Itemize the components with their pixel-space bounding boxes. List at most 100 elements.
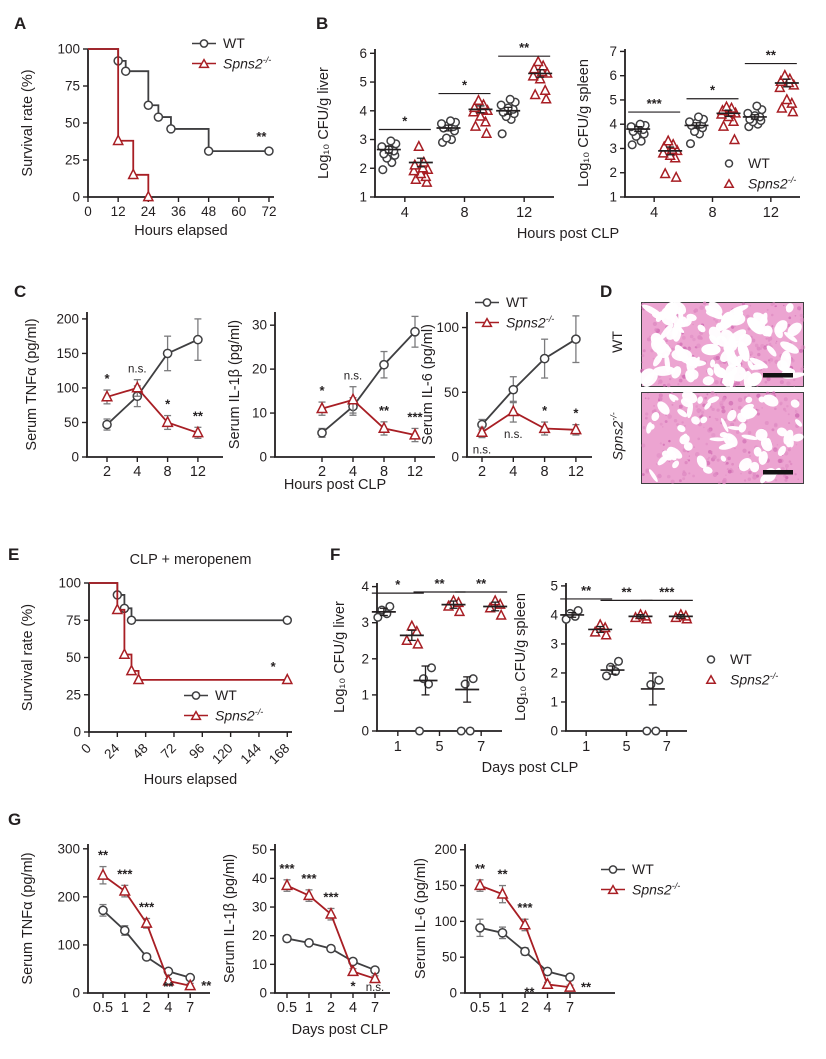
svg-text:*: * (462, 78, 468, 93)
series-Spns2-/- (88, 48, 155, 202)
svg-text:4: 4 (359, 103, 367, 118)
legend-item-wt: WT (600, 859, 680, 879)
svg-text:1: 1 (361, 687, 369, 702)
series-Spns2-/- (100, 379, 204, 440)
svg-text:0: 0 (259, 450, 267, 465)
svg-text:1: 1 (498, 1000, 506, 1016)
legend-panel-a: WT Spns2-/- (191, 33, 271, 73)
panel-label-d: D (600, 282, 613, 301)
legend-panel-f: WT Spns2-/- (698, 649, 778, 689)
wt-line-circle-icon (192, 38, 216, 48)
svg-text:4: 4 (650, 205, 658, 221)
legend-wt-label: WT (215, 687, 237, 703)
svg-text:100: 100 (57, 42, 80, 57)
svg-text:50: 50 (252, 842, 267, 857)
svg-text:36: 36 (171, 204, 186, 219)
svg-text:6: 6 (609, 68, 617, 83)
svg-text:Serum TNFα (pg/ml): Serum TNFα (pg/ml) (20, 852, 36, 984)
svg-text:***: *** (323, 889, 339, 904)
svg-text:*: * (710, 83, 716, 98)
panel-label-a: A (14, 14, 27, 33)
svg-text:60: 60 (231, 204, 246, 219)
serum-tnfa-line-hours: 0 50 100 150 200 Serum TNFα (pg/ml) 2 4 8 12 * n.s.… (24, 311, 223, 480)
ko-line-triangle-icon (475, 316, 499, 327)
svg-text:200: 200 (56, 311, 79, 326)
ko-line-triangle-icon (192, 57, 216, 68)
group-4: *** (626, 96, 683, 182)
svg-text:120: 120 (209, 741, 236, 768)
svg-text:Log₁₀ CFU/g liver: Log₁₀ CFU/g liver (332, 601, 348, 713)
svg-text:4: 4 (401, 205, 409, 221)
svg-text:Serum IL-1β (pg/ml): Serum IL-1β (pg/ml) (222, 854, 238, 983)
svg-text:30: 30 (252, 318, 267, 333)
svg-text:0: 0 (449, 986, 457, 1001)
svg-text:1: 1 (305, 1000, 313, 1016)
svg-text:150: 150 (56, 346, 79, 361)
svg-text:200: 200 (57, 889, 80, 904)
legend-panel-c: WT Spns2-/- (474, 292, 554, 332)
lung-histology-spns2-image (641, 390, 804, 485)
svg-text:*: * (104, 371, 110, 386)
group-8: * (436, 78, 494, 147)
legend-wt-label: WT (506, 294, 528, 310)
svg-text:**: ** (581, 979, 592, 994)
legend-panel-b: WT Spns2-/- (716, 153, 796, 193)
series-Spns2-/- (475, 400, 582, 439)
legend-panel-g: WT Spns2-/- (600, 859, 680, 899)
svg-text:**: ** (497, 867, 508, 882)
svg-text:0.5: 0.5 (470, 1000, 490, 1016)
svg-text:n.s.: n.s. (473, 445, 492, 457)
series-Spns2-/- (89, 582, 294, 685)
panel-label-c: C (14, 282, 27, 301)
svg-text:**: ** (766, 48, 777, 63)
svg-text:1: 1 (121, 1000, 129, 1016)
svg-text:0: 0 (73, 725, 81, 740)
series-Spns2-/- (96, 865, 197, 991)
svg-text:**: ** (98, 848, 109, 863)
svg-text:8: 8 (164, 464, 172, 480)
svg-text:6: 6 (359, 46, 367, 61)
legend-item-wt: WT (191, 33, 271, 53)
legend-item-ko: Spns2-/- (474, 312, 554, 332)
svg-text:**: ** (163, 979, 174, 994)
svg-text:2: 2 (361, 651, 369, 666)
svg-text:0: 0 (78, 741, 94, 757)
series-WT (282, 933, 380, 975)
svg-text:2: 2 (143, 1000, 151, 1016)
svg-text:3: 3 (359, 132, 367, 147)
svg-text:300: 300 (57, 841, 80, 856)
svg-text:***: *** (139, 900, 155, 915)
svg-text:0: 0 (72, 986, 80, 1001)
svg-text:2: 2 (521, 1000, 529, 1016)
svg-text:2: 2 (550, 665, 558, 680)
svg-text:n.s.: n.s. (504, 429, 523, 441)
lung-histology-wt-image (638, 301, 806, 391)
svg-text:75: 75 (65, 79, 80, 94)
svg-text:2: 2 (318, 464, 326, 480)
svg-text:**: ** (379, 403, 390, 418)
legend-item-wt: WT (474, 292, 554, 312)
svg-text:Serum TNFα (pg/ml): Serum TNFα (pg/ml) (24, 318, 40, 450)
svg-text:12: 12 (407, 464, 423, 480)
svg-text:*: * (395, 577, 401, 592)
svg-text:4: 4 (550, 607, 558, 622)
histology-label-wt: WT (609, 331, 625, 353)
axes: 0 25 50 75 100 Survival rate (%) 0 12 24 36 48 60 72 (20, 42, 276, 220)
wt-circle-icon (706, 654, 716, 664)
svg-text:n.s.: n.s. (128, 364, 147, 376)
series-WT (102, 318, 203, 431)
group-1: ** (560, 583, 613, 640)
svg-text:50: 50 (64, 415, 79, 430)
svg-text:1: 1 (359, 190, 367, 205)
svg-text:100: 100 (57, 937, 80, 952)
svg-text:2: 2 (478, 464, 486, 480)
histology-label-spns2: Spns2-/- (609, 403, 626, 469)
svg-text:**: ** (581, 583, 592, 598)
svg-text:**: ** (256, 129, 267, 144)
legend-ko-label: Spns2-/- (730, 670, 779, 688)
